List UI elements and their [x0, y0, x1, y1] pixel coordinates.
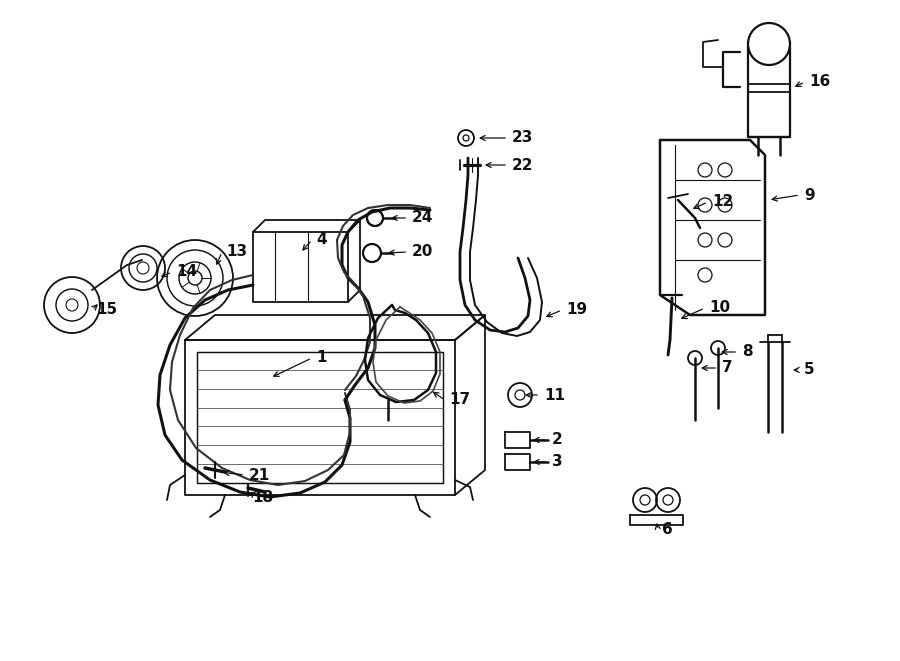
Text: 23: 23	[512, 130, 534, 145]
Text: 20: 20	[412, 245, 434, 260]
Text: 12: 12	[712, 194, 733, 210]
Text: 19: 19	[566, 303, 587, 317]
Text: 4: 4	[316, 233, 327, 247]
Text: 6: 6	[662, 522, 673, 537]
Text: 5: 5	[804, 362, 814, 377]
Text: 24: 24	[412, 210, 434, 225]
Text: 16: 16	[809, 75, 830, 89]
Text: 17: 17	[449, 393, 470, 407]
Text: 18: 18	[252, 490, 273, 504]
Text: 14: 14	[176, 264, 197, 280]
Text: 8: 8	[742, 344, 752, 360]
Text: 3: 3	[552, 455, 562, 469]
Text: 2: 2	[552, 432, 562, 447]
Text: 1: 1	[316, 350, 327, 366]
Text: 22: 22	[512, 157, 534, 173]
Text: 21: 21	[249, 467, 270, 483]
Text: 7: 7	[722, 360, 733, 375]
Text: 10: 10	[709, 301, 730, 315]
Text: 15: 15	[96, 303, 117, 317]
Text: 13: 13	[226, 245, 248, 260]
Text: 9: 9	[804, 188, 814, 202]
Text: 11: 11	[544, 387, 565, 403]
